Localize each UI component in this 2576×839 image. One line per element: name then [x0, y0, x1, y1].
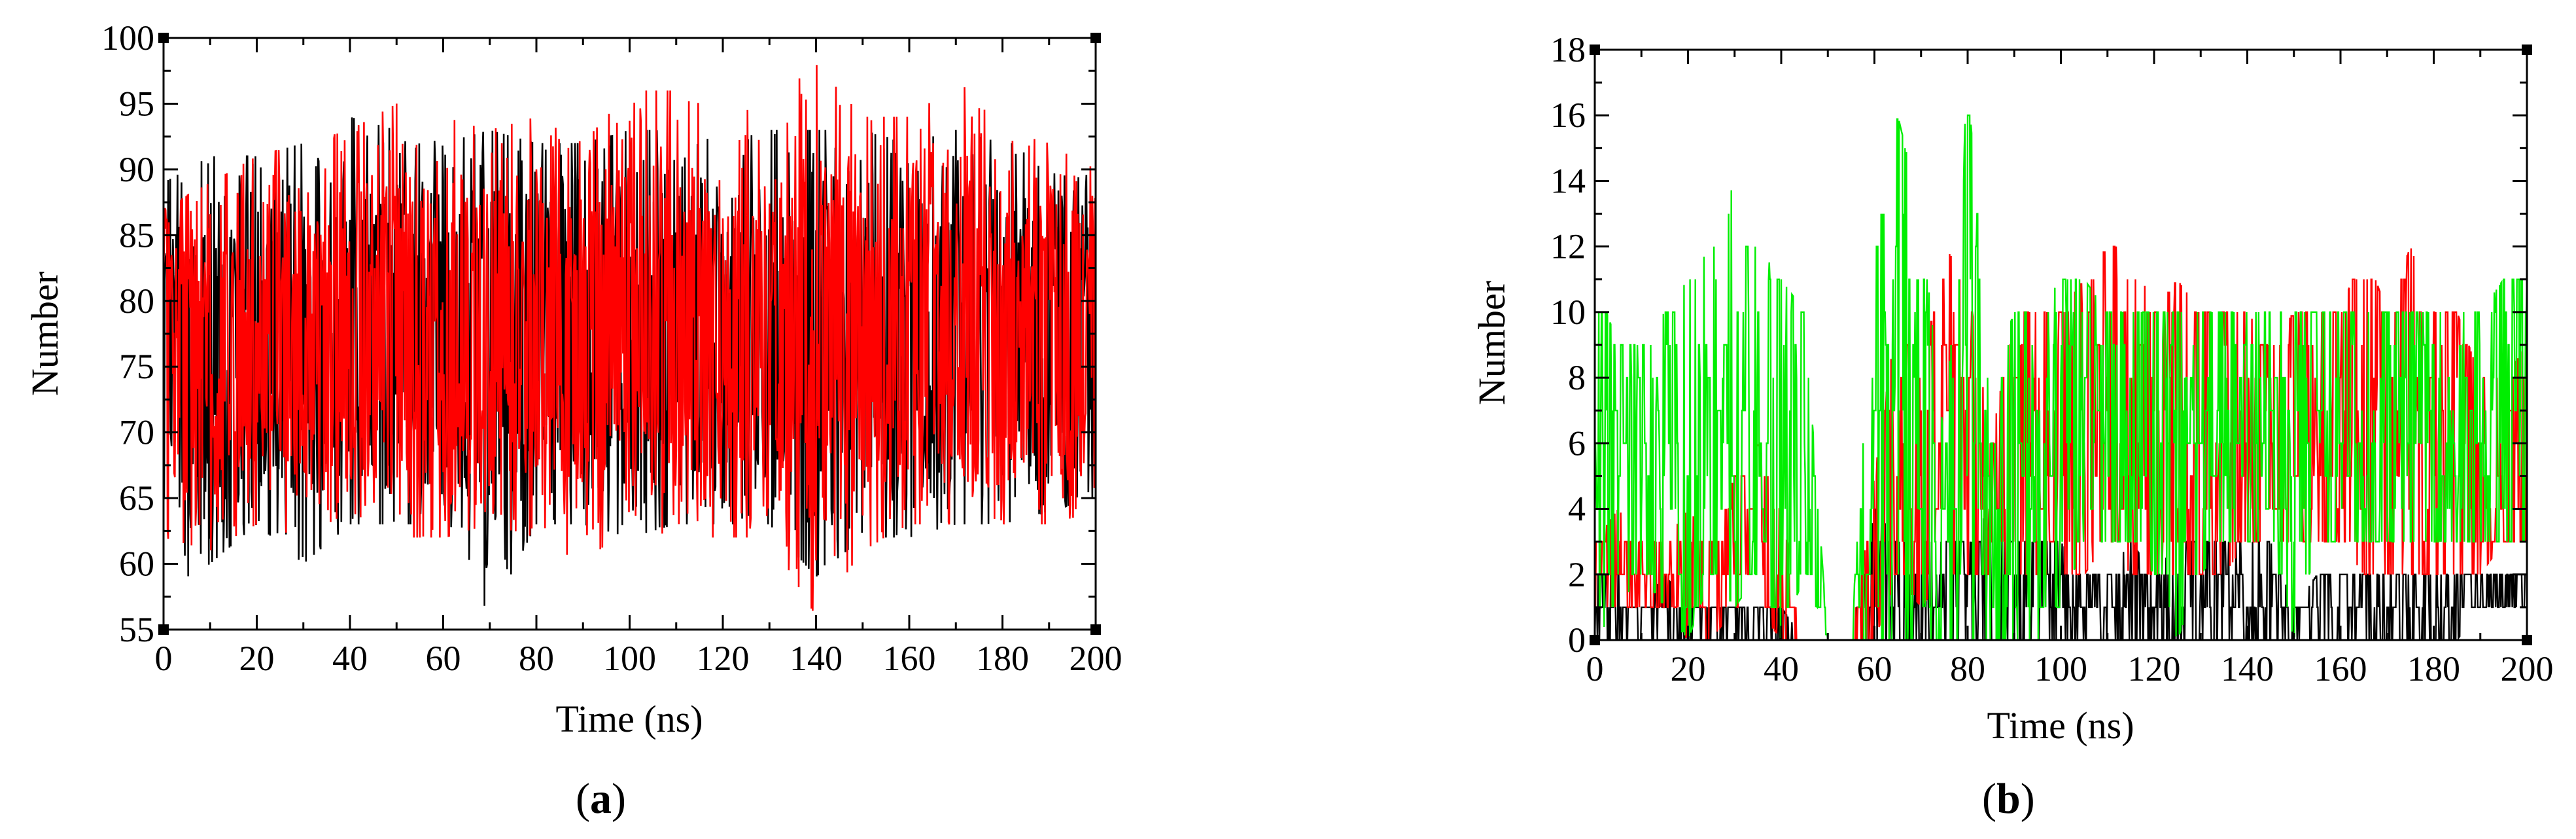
pa-y-tick-label: 95 [119, 84, 154, 123]
pb-x-tick-label: 120 [2128, 649, 2181, 688]
pb-y-tick-label: 0 [1568, 620, 1586, 660]
pb-y-tick-label: 4 [1568, 490, 1586, 529]
pb-y-tick-label: 8 [1568, 358, 1586, 397]
pa-x-tick-label: 40 [332, 639, 368, 678]
pb-corner-marker [2522, 45, 2532, 55]
pa-y-tick-label: 65 [119, 478, 154, 518]
panel-b-x-axis-title: Time (ns) [1987, 704, 2134, 747]
panel-a-x-axis-title: Time (ns) [555, 698, 703, 740]
panel-a-label: (a) [576, 775, 626, 823]
pb-y-tick-label: 18 [1550, 30, 1586, 69]
pb-y-tick-label: 2 [1568, 555, 1586, 594]
panel-a-axes-layer: 0 20 40 60 80 100 120 140 160 180 200 55 60 65 70 75 80 8… [101, 18, 1123, 678]
panel-b-series-layer [1593, 115, 2528, 641]
pb-x-tick-label: 140 [2221, 649, 2274, 688]
pa-x-tick-label: 120 [697, 639, 750, 678]
pa-y-tick-label: 100 [101, 18, 154, 58]
pb-x-tick-label: 40 [1764, 649, 1799, 688]
pb-corner-marker [1590, 635, 1600, 645]
panel-b-label-letter: b [1996, 775, 2021, 823]
panel-a-label-open: ( [576, 775, 590, 823]
pa-series-2-line [162, 65, 1097, 611]
pa-x-tick-label: 60 [426, 639, 461, 678]
pa-corner-marker [158, 624, 169, 635]
pb-x-tick-label: 200 [2501, 649, 2554, 688]
pa-x-tick-label: 160 [883, 639, 936, 678]
pb-x-tick-label: 100 [2034, 649, 2087, 688]
chart-panel-a: 0 20 40 60 80 100 120 140 160 180 200 55 60 65 70 75 80 8… [24, 18, 1123, 823]
pa-corner-marker [1090, 624, 1101, 635]
pb-y-tick-label: 10 [1550, 293, 1586, 332]
pa-corner-marker [1090, 33, 1101, 43]
pa-y-tick-label: 90 [119, 150, 154, 189]
pa-x-tick-label: 100 [603, 639, 656, 678]
pb-x-tick-label: 60 [1857, 649, 1892, 688]
pb-corner-marker [1590, 45, 1600, 55]
pa-x-tick-label: 0 [155, 639, 173, 678]
panel-b-label: (b) [1982, 775, 2035, 823]
pb-x-tick-label: 0 [1586, 649, 1604, 688]
pb-x-tick-label: 160 [2314, 649, 2367, 688]
pb-x-tick-label: 180 [2407, 649, 2460, 688]
chart-panel-b: 0 20 40 60 80 100 120 140 160 180 200 0 2 4 6 8 10 12 14 16… [1471, 30, 2554, 823]
panel-a-y-axis-title: Number [24, 272, 66, 396]
pa-y-tick-label: 70 [119, 413, 154, 452]
pa-x-tick-label: 140 [790, 639, 843, 678]
pb-x-tick-label: 20 [1671, 649, 1706, 688]
pb-x-tick-label: 80 [1950, 649, 1985, 688]
panel-a-label-letter: a [590, 775, 612, 823]
pb-y-tick-label: 6 [1568, 423, 1586, 463]
pa-x-tick-label: 180 [976, 639, 1029, 678]
pa-y-tick-label: 80 [119, 281, 154, 321]
pb-corner-marker [2522, 635, 2532, 645]
panel-a-label-close: ) [612, 775, 626, 823]
pb-y-tick-label: 16 [1550, 96, 1586, 135]
pa-x-tick-label: 80 [519, 639, 554, 678]
panel-a-series-layer [162, 65, 1097, 611]
pb-y-tick-label: 14 [1550, 161, 1586, 200]
pa-x-tick-label: 20 [239, 639, 275, 678]
pa-y-tick-label: 60 [119, 544, 154, 584]
pa-x-tick-label: 200 [1070, 639, 1123, 678]
panel-b-axes-layer: 0 20 40 60 80 100 120 140 160 180 200 0 2 4 6 8 10 12 14 16… [1550, 30, 2554, 688]
panel-b-y-axis-title: Number [1471, 281, 1513, 405]
pa-corner-marker [158, 33, 169, 43]
pa-y-tick-label: 75 [119, 347, 154, 386]
pa-y-tick-label: 55 [119, 610, 154, 649]
pb-y-tick-label: 12 [1550, 227, 1586, 266]
pb-series-3-line [1594, 115, 2528, 641]
pa-y-tick-label: 85 [119, 215, 154, 255]
panel-b-label-close: ) [2021, 775, 2035, 823]
panel-b-label-open: ( [1982, 775, 1996, 823]
